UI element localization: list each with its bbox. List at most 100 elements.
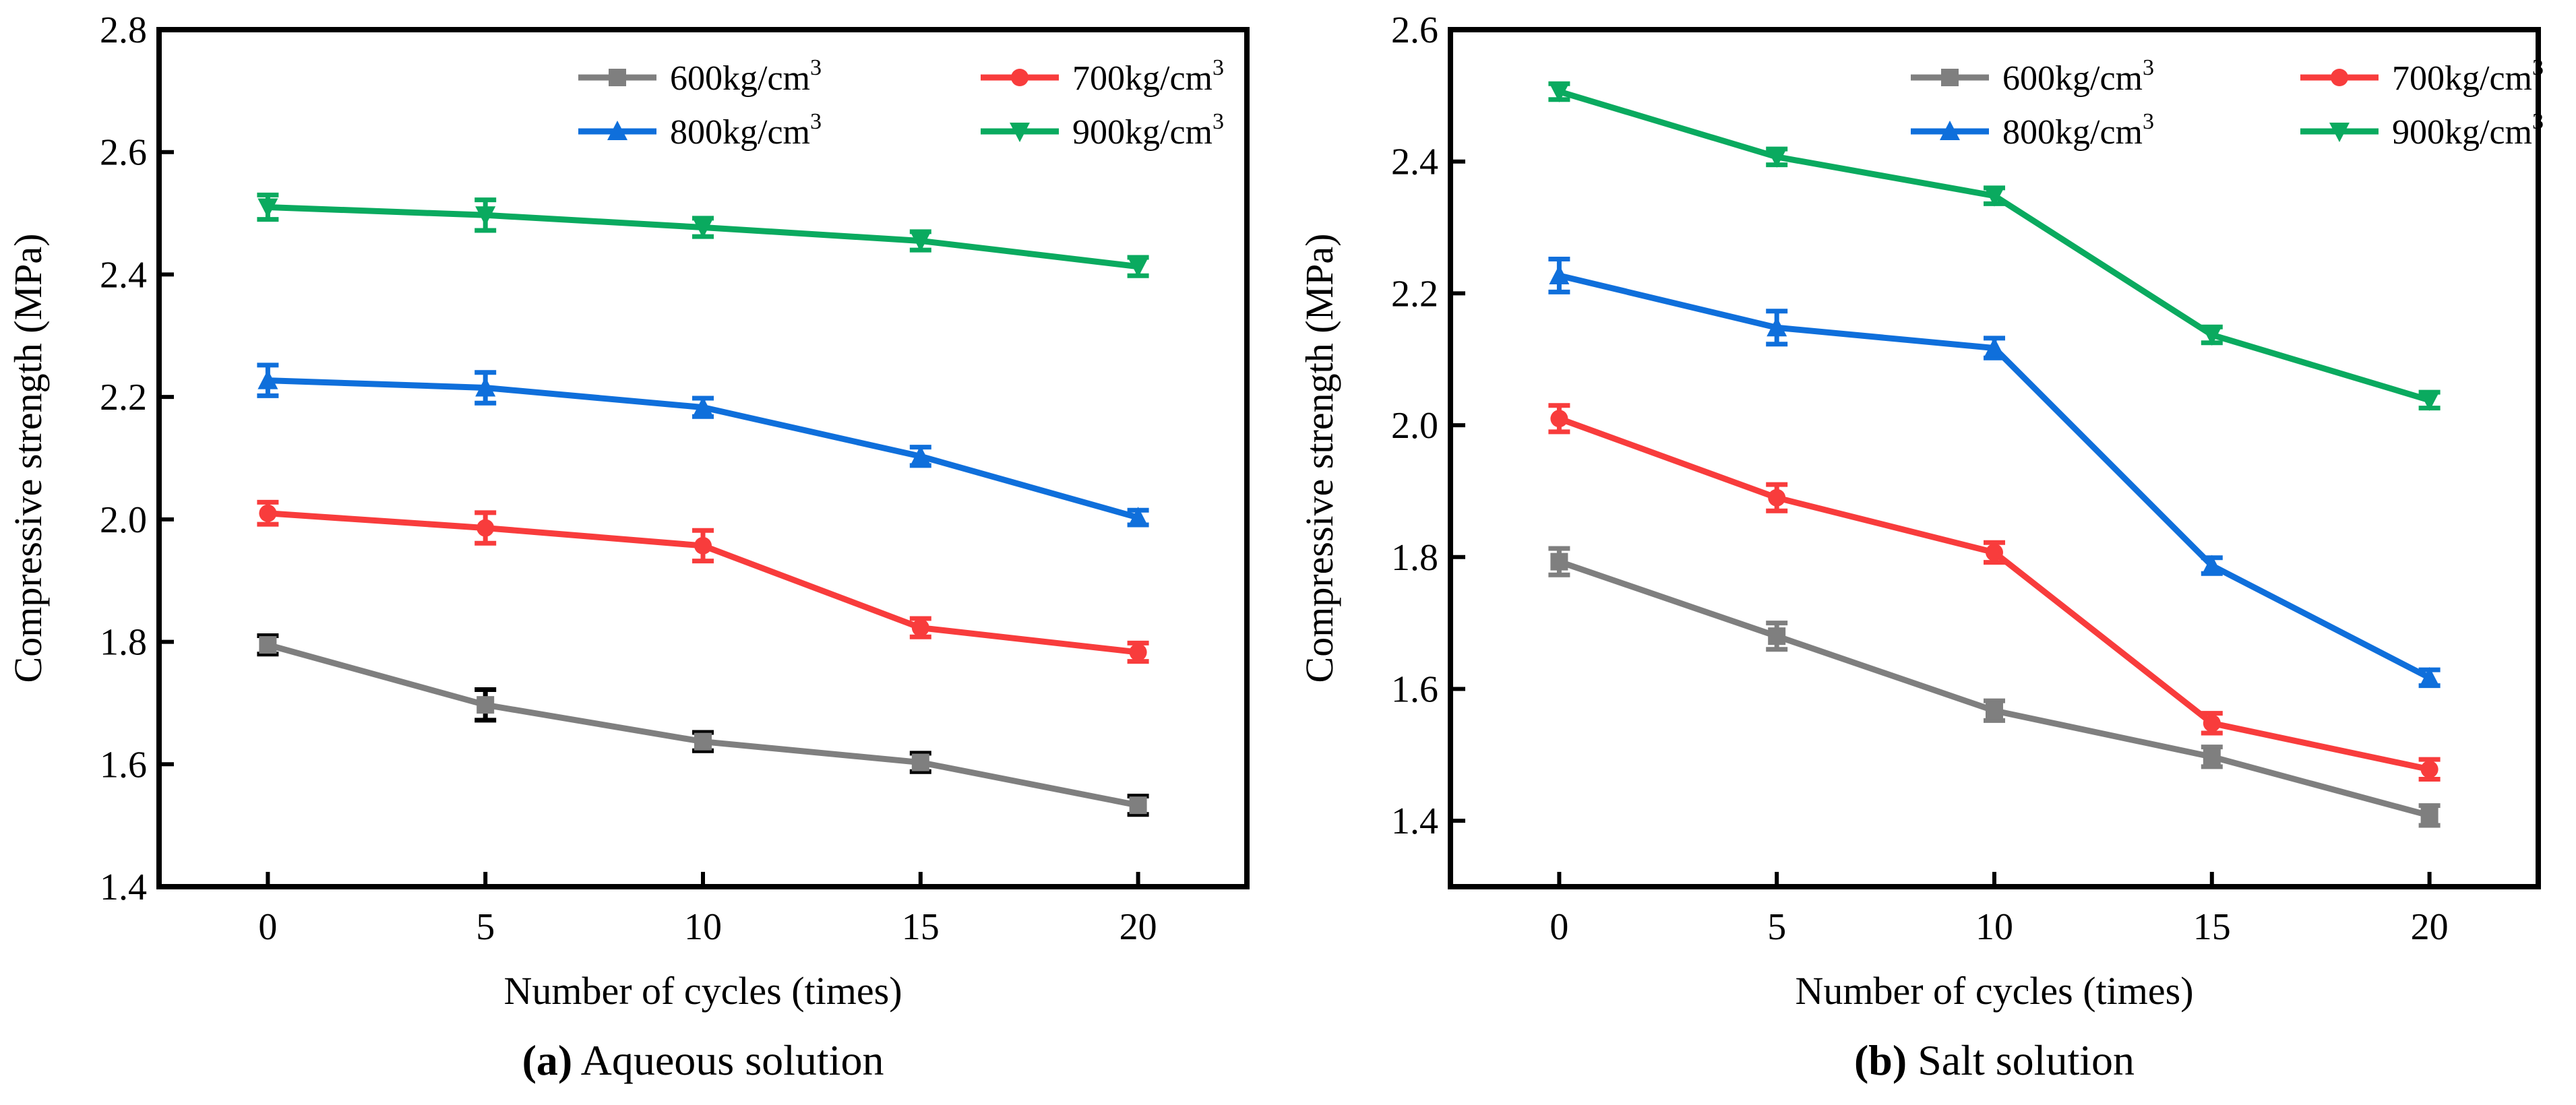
data-point bbox=[477, 696, 495, 714]
data-point bbox=[259, 636, 277, 654]
series-800 bbox=[257, 362, 1149, 528]
panel-caption: (b) Salt solution bbox=[1854, 1036, 2135, 1084]
data-point bbox=[694, 732, 712, 751]
data-point bbox=[693, 396, 713, 416]
data-point bbox=[693, 218, 713, 239]
data-point bbox=[1767, 148, 1787, 168]
y-tick-label: 1.6 bbox=[100, 744, 147, 786]
y-tick-label: 2.4 bbox=[1391, 141, 1438, 183]
data-point bbox=[475, 206, 496, 226]
series-600 bbox=[1548, 546, 2441, 828]
y-tick-label: 2.6 bbox=[100, 132, 147, 174]
y-tick-label: 1.4 bbox=[100, 866, 147, 908]
y-tick-label: 1.8 bbox=[100, 622, 147, 664]
series-line bbox=[267, 641, 1139, 809]
data-point bbox=[2420, 760, 2439, 778]
data-point bbox=[1550, 410, 1568, 428]
legend-label: 900kg/cm3 bbox=[1072, 109, 1224, 152]
series-800 bbox=[1548, 257, 2441, 689]
legend-marker bbox=[607, 121, 627, 140]
legend-marker bbox=[1011, 69, 1029, 86]
caption-text: Aqueous solution bbox=[572, 1036, 884, 1084]
x-tick-label: 5 bbox=[1767, 906, 1786, 948]
data-point bbox=[1128, 257, 1148, 278]
legend-item: 800kg/cm3 bbox=[578, 109, 822, 152]
y-tick-label: 2.2 bbox=[100, 377, 147, 418]
y-tick-label: 2.6 bbox=[1391, 9, 1438, 51]
legend-label: 800kg/cm3 bbox=[2002, 109, 2154, 152]
x-tick-label: 0 bbox=[258, 906, 277, 948]
legend-label: 600kg/cm3 bbox=[670, 55, 822, 98]
y-tick-label: 1.4 bbox=[1391, 800, 1438, 842]
legend-superscript: 3 bbox=[1213, 109, 1224, 134]
panel-caption: (a) Aqueous solution bbox=[522, 1036, 884, 1084]
data-point bbox=[2203, 714, 2221, 732]
data-point bbox=[259, 504, 277, 522]
data-point bbox=[1549, 82, 1570, 102]
data-point bbox=[910, 232, 931, 252]
legend-item: 600kg/cm3 bbox=[1911, 55, 2154, 98]
y-tick-label: 2.4 bbox=[100, 254, 147, 296]
data-point bbox=[2419, 391, 2440, 411]
legend-marker bbox=[1010, 123, 1030, 142]
data-point bbox=[1129, 643, 1147, 662]
y-axis-label: Compressive strength (MPa) bbox=[6, 234, 50, 683]
y-tick-label: 1.6 bbox=[1391, 668, 1438, 710]
legend-label: 800kg/cm3 bbox=[670, 109, 822, 152]
data-point bbox=[257, 369, 278, 389]
data-point bbox=[910, 445, 931, 466]
data-point bbox=[1768, 627, 1786, 645]
legend-superscript: 3 bbox=[2143, 55, 2154, 80]
x-axis-label: Number of cycles (times) bbox=[503, 969, 902, 1013]
x-axis-label: Number of cycles (times) bbox=[1795, 969, 2193, 1013]
caption-text: Salt solution bbox=[1907, 1036, 2135, 1084]
y-tick-label: 2.0 bbox=[100, 499, 147, 541]
legend-item: 800kg/cm3 bbox=[1911, 109, 2154, 152]
data-point bbox=[1986, 701, 2003, 720]
caption-letter: (b) bbox=[1854, 1036, 1907, 1084]
x-tick-label: 15 bbox=[2193, 906, 2231, 948]
data-point bbox=[2201, 555, 2222, 575]
legend-item: 900kg/cm3 bbox=[2300, 109, 2544, 152]
legend-superscript: 3 bbox=[2143, 109, 2154, 134]
series-900 bbox=[257, 192, 1149, 278]
legend-label: 700kg/cm3 bbox=[2392, 55, 2544, 98]
data-point bbox=[1129, 796, 1147, 815]
legend-marker bbox=[1941, 69, 1959, 86]
data-point bbox=[911, 753, 929, 771]
legend-marker bbox=[2329, 123, 2350, 142]
y-tick-label: 2.2 bbox=[1391, 273, 1438, 315]
data-point bbox=[911, 619, 929, 637]
data-point bbox=[1986, 543, 2003, 561]
x-tick-label: 20 bbox=[1120, 906, 1157, 948]
series-600 bbox=[257, 633, 1149, 817]
x-tick-label: 5 bbox=[476, 906, 495, 948]
data-point bbox=[2203, 748, 2221, 766]
legend-marker bbox=[1940, 121, 1960, 140]
data-point bbox=[2420, 807, 2439, 825]
data-point bbox=[2201, 326, 2222, 346]
y-tick-label: 1.8 bbox=[1391, 537, 1438, 579]
data-point bbox=[475, 377, 496, 397]
legend-item: 700kg/cm3 bbox=[2300, 55, 2544, 98]
legend-label: 600kg/cm3 bbox=[2002, 55, 2154, 98]
data-point bbox=[1549, 264, 1570, 284]
plot-frame bbox=[1448, 27, 2541, 889]
x-tick-label: 0 bbox=[1550, 906, 1568, 948]
legend-marker bbox=[2331, 69, 2348, 86]
data-point bbox=[2419, 666, 2440, 687]
chart-panel-b: 1.4 1.6 1.8 2.0 2.2 2.4 2.6 0 5 10 15 20 600kg/cm3 70… bbox=[1297, 9, 2544, 1084]
x-tick-label: 10 bbox=[684, 906, 722, 948]
x-tick-label: 10 bbox=[1975, 906, 2013, 948]
data-point bbox=[1128, 507, 1148, 527]
data-point bbox=[1984, 337, 2004, 357]
plot-frame bbox=[156, 27, 1250, 889]
x-tick-label: 20 bbox=[2411, 906, 2449, 948]
caption-letter: (a) bbox=[522, 1036, 573, 1084]
legend-item: 900kg/cm3 bbox=[981, 109, 1224, 152]
data-point bbox=[1550, 552, 1568, 571]
data-point bbox=[1767, 317, 1787, 337]
data-point bbox=[694, 536, 712, 555]
legend-item: 700kg/cm3 bbox=[981, 55, 1224, 98]
series-900 bbox=[1548, 81, 2441, 411]
